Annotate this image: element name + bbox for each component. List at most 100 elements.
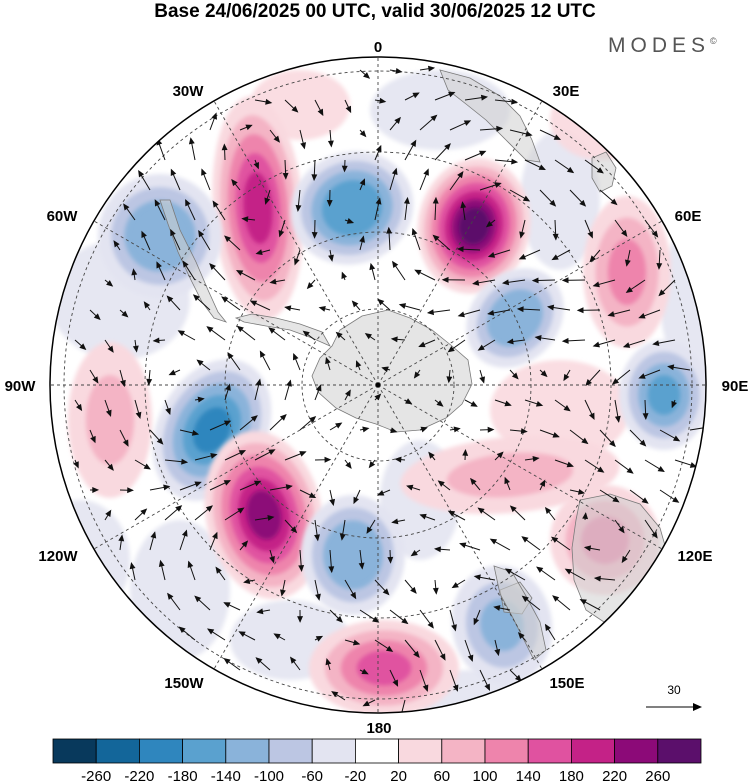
wind-arrow [284, 379, 292, 401]
wind-arrow [362, 699, 376, 707]
wind-arrow [489, 538, 511, 551]
lon-label-150e: 150E [549, 675, 584, 692]
wind-arrow [428, 451, 436, 461]
meridian-line [377, 384, 544, 672]
wind-arrow [487, 249, 511, 258]
wind-arrow [554, 159, 575, 174]
wind-arrow [314, 635, 324, 642]
wind-arrow [131, 268, 138, 281]
wind-arrow [298, 549, 305, 572]
colorbar-segment [52, 738, 97, 764]
wind-arrow [607, 309, 631, 317]
wind-arrow [406, 484, 421, 491]
wind-arrow [377, 298, 391, 311]
wind-arrow [569, 488, 586, 495]
colorbar-segment [138, 738, 183, 764]
meridian-line [377, 98, 544, 386]
wind-arrow [411, 228, 421, 251]
wind-arrow [280, 579, 286, 597]
wind-arrow [143, 301, 151, 311]
wind-arrow [89, 369, 99, 384]
wind-arrow [187, 560, 196, 581]
wind-arrow [269, 129, 280, 143]
wind-arrow [472, 279, 496, 286]
wind-arrow [539, 429, 560, 438]
wind-arrow [391, 518, 406, 525]
wind-arrow [457, 309, 481, 318]
wind-arrow [179, 429, 200, 436]
wind-arrow [374, 197, 382, 221]
wind-arrow [638, 369, 661, 379]
wind-arrow [104, 399, 112, 418]
wind-arrow [509, 669, 522, 682]
wind-arrow [494, 98, 519, 105]
wind-arrow [241, 216, 256, 223]
brand-mark: © [710, 36, 717, 46]
wind-arrow [531, 277, 556, 284]
wind-arrow [656, 249, 663, 270]
wind-arrow [344, 99, 352, 114]
wind-arrow [390, 336, 406, 343]
wind-arrow [611, 369, 631, 385]
colorbar-segment [268, 738, 313, 764]
wind-arrow [167, 592, 181, 611]
wind-arrow [374, 97, 387, 104]
modes-logo: MODES© [608, 34, 717, 58]
wind-arrow [517, 631, 526, 641]
wind-arrow [509, 189, 531, 202]
wind-arrow [311, 219, 318, 239]
wind-arrow [138, 170, 151, 191]
colorbar-label: 220 [602, 768, 627, 783]
reference-vector-label: 30 [667, 683, 681, 697]
wind-arrow [194, 396, 205, 403]
wind-arrow [437, 480, 451, 491]
wind-arrow [477, 339, 496, 351]
wind-arrow [494, 399, 512, 407]
wind-arrow [198, 230, 211, 251]
wind-arrow [462, 448, 469, 461]
colorbar-label: 180 [559, 768, 584, 783]
wind-arrow [212, 200, 226, 221]
reference-vector-head [693, 703, 702, 711]
meridian-line [377, 219, 665, 386]
wind-arrow [119, 487, 134, 494]
wind-arrow [447, 339, 466, 353]
wind-arrow [583, 545, 601, 552]
wind-arrow [89, 487, 100, 493]
wind-arrow [614, 219, 628, 237]
wind-arrow [539, 129, 562, 140]
wind-arrow [239, 480, 262, 491]
anomaly-contour [647, 375, 681, 415]
wind-arrow [552, 595, 571, 611]
map-title: Base 24/06/2025 00 UTC, valid 30/06/2025… [154, 1, 596, 22]
colorbar-segment [484, 738, 529, 764]
wind-arrow [419, 114, 438, 131]
wind-arrow [119, 309, 129, 318]
wind-arrow [264, 189, 271, 205]
wind-arrow [269, 484, 293, 491]
wind-arrow [569, 429, 589, 445]
wind-arrow [524, 399, 544, 407]
wind-arrow [419, 609, 434, 629]
wind-arrow [254, 98, 273, 105]
wind-arrow [351, 300, 361, 311]
wind-arrow [629, 489, 649, 504]
wind-arrow [460, 201, 467, 221]
wind-arrow [449, 171, 464, 191]
wind-arrow [329, 422, 343, 431]
anomaly-contour [246, 490, 282, 540]
wind-arrow [269, 549, 275, 564]
anomaly-pos-100W [68, 342, 152, 498]
wind-arrow [206, 628, 226, 641]
wind-arrow [387, 549, 394, 564]
wind-arrow [129, 562, 136, 581]
wind-arrow [494, 451, 504, 461]
wind-arrow [141, 230, 151, 251]
wind-arrow [359, 668, 369, 675]
wind-arrow [629, 429, 647, 447]
wind-arrow [302, 330, 316, 341]
wind-arrow [599, 429, 616, 448]
wind-arrow [389, 167, 398, 191]
anomaly-contour [458, 207, 490, 245]
wind-arrow [235, 270, 256, 281]
